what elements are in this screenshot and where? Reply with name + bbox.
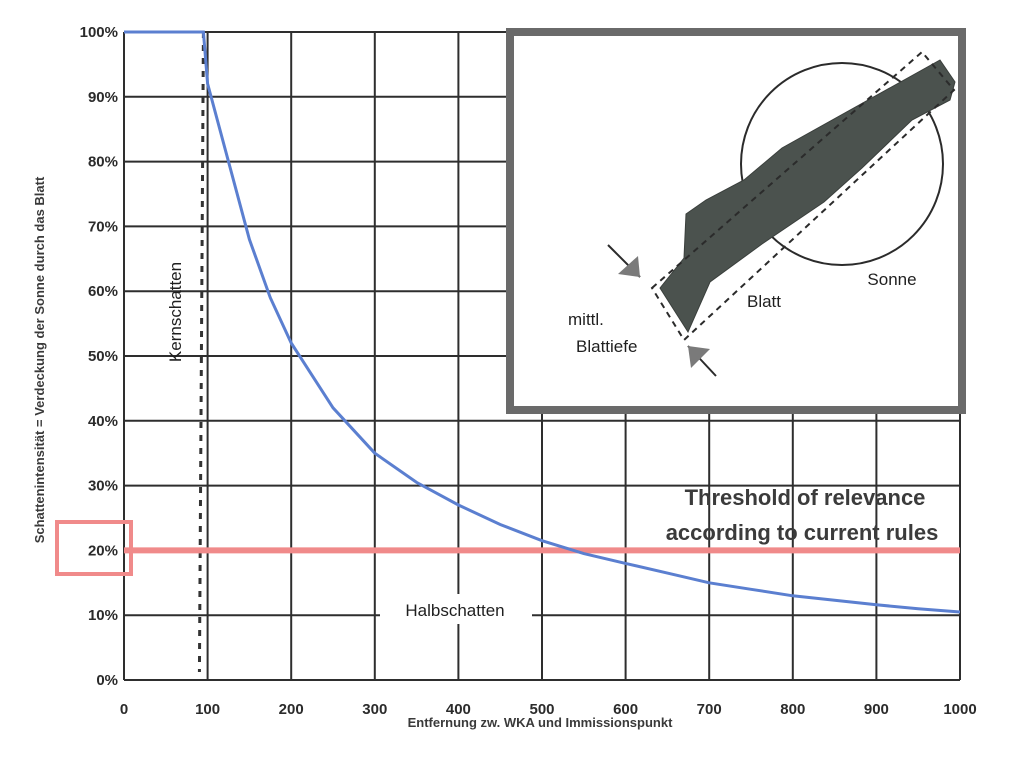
x-tick-label: 400 [446,701,471,718]
blattiefe-label-2: Blattiefe [576,337,637,356]
y-axis-label: Schattenintensität = Verdeckung der Sonn… [32,176,47,543]
y-tick-label: 20% [88,542,118,559]
series-line [124,30,961,614]
x-tick-label: 800 [780,701,805,718]
x-tick-label: 900 [864,701,889,718]
y-tick-label: 0% [96,672,118,689]
y-tick-label: 50% [88,348,118,365]
x-tick-label: 700 [697,701,722,718]
kernschatten-boundary [197,31,205,673]
arrowhead-right [688,346,710,368]
x-axis-label: Entfernung zw. WKA und Immissionspunkt [408,715,673,730]
threshold-label-2: according to current rules [666,520,939,545]
threshold-highlight-box [55,520,133,576]
y-ticks: 0% 10% 20% 30% 40% 50% 60% 70% 80% 90% 100% [80,24,118,689]
y-tick-label: 70% [88,218,118,235]
x-ticks: 0 100 200 300 400 500 600 700 800 900 1000 [120,701,977,718]
threshold-label-1: Threshold of relevance [685,485,926,510]
x-tick-label: 300 [362,701,387,718]
halbschatten-label-bg [380,594,532,624]
x-tick-label: 200 [279,701,304,718]
y-tick-label: 60% [88,283,118,300]
kernschatten-label: Kernschatten [166,262,185,362]
sonne-label: Sonne [867,270,916,289]
x-tick-label: 500 [529,701,554,718]
blade-outline-dashed [650,50,956,342]
y-tick-label: 80% [88,154,118,171]
blattiefe-label-1: mittl. [568,310,604,329]
halbschatten-label: Halbschatten [405,601,504,620]
x-tick-label: 600 [613,701,638,718]
blatt-label: Blatt [747,292,781,311]
y-tick-label: 40% [88,413,118,430]
sun-circle [740,62,944,266]
y-tick-label: 10% [88,607,118,624]
y-tick-label: 100% [80,24,118,41]
arrowhead-left [618,256,640,277]
y-tick-label: 90% [88,89,118,106]
x-tick-label: 1000 [943,701,976,718]
x-tick-label: 0 [120,701,128,718]
x-tick-label: 100 [195,701,220,718]
y-tick-label: 30% [88,478,118,495]
inset-diagram: Sonne Blatt mittl. Blattiefe [506,28,966,414]
